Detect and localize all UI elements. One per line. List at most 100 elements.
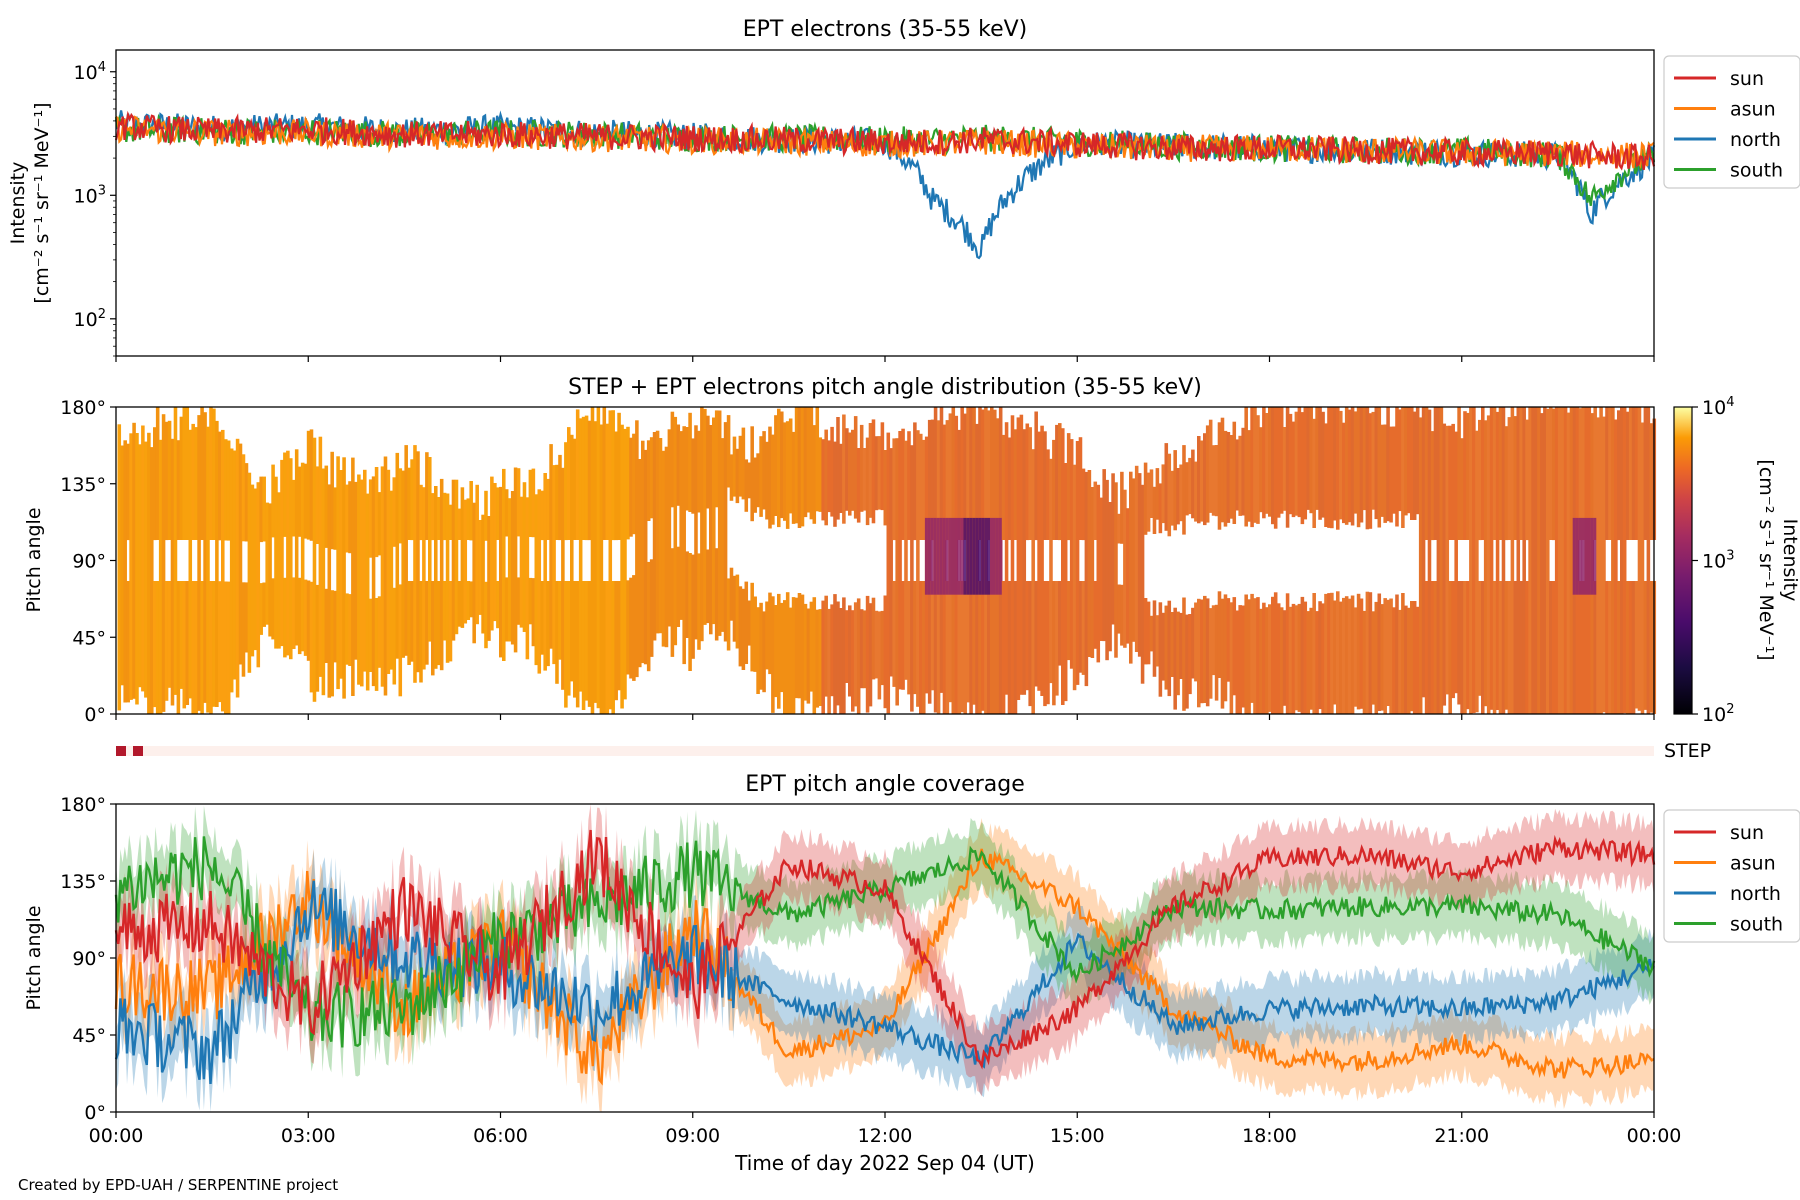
pad-cell (1043, 581, 1047, 707)
pad-cell (339, 470, 343, 679)
pad-cell (244, 582, 249, 653)
pad-cell (1543, 407, 1547, 714)
coverage-series-north (114, 880, 1655, 1084)
pad-cell (1557, 407, 1562, 714)
pad-cell (280, 459, 284, 647)
pad-cell (1498, 581, 1503, 714)
pad-cell (1460, 581, 1464, 714)
pad-cell (868, 423, 873, 518)
pad-cell (428, 457, 432, 642)
pad-cell (1412, 601, 1417, 714)
pad-cell (712, 417, 716, 625)
pad-cell (1208, 419, 1213, 513)
pad-cell (1463, 581, 1467, 714)
pad-cell (714, 548, 719, 641)
coverage-series-sun (114, 829, 1656, 1070)
pad-cell (1001, 434, 1006, 540)
pad-cell (1439, 407, 1444, 714)
legend-label-north: north (1730, 129, 1781, 151)
pad-cell (484, 490, 488, 541)
pad-dropout-cell (993, 517, 997, 595)
pad-cell (389, 490, 394, 670)
pad-cell (859, 424, 864, 512)
pad-cell (1445, 425, 1450, 695)
pad-cell (803, 407, 808, 518)
pad-cell (368, 479, 373, 558)
pad-cell (1200, 440, 1204, 522)
pad-cell (1040, 425, 1044, 696)
coverage-series-south (114, 836, 1656, 1048)
pad-dropout-cell (945, 517, 950, 595)
pad-cell (1271, 596, 1275, 714)
pad-cell (1404, 407, 1408, 516)
pad-cell (1052, 581, 1056, 706)
pad-cell (614, 581, 618, 701)
pad-cell (164, 581, 169, 701)
pad-dropout-cell (987, 517, 991, 595)
pad-cell (700, 407, 704, 642)
pad-cell (812, 597, 817, 714)
pad-cell (1007, 437, 1012, 540)
pad-cell (892, 438, 896, 541)
pad-cell (454, 479, 459, 635)
pad-cell (153, 581, 157, 708)
pad-cell (602, 407, 607, 540)
pad-cell (676, 424, 681, 506)
pad-cell (431, 581, 435, 676)
pad-cell (1223, 594, 1228, 702)
pad-cell (578, 418, 583, 692)
pad-cell (608, 410, 613, 710)
pad-cell (1347, 409, 1352, 523)
pad-cell (1466, 581, 1470, 710)
pad-cell (842, 597, 846, 714)
pad-cell (1152, 486, 1157, 534)
pad-cell (259, 476, 263, 543)
pad-cell (1427, 409, 1432, 714)
pad-cell (1220, 598, 1225, 709)
pad-cell (919, 433, 923, 540)
pad-cell (738, 586, 743, 667)
legend-label-north: north (1730, 883, 1781, 905)
pad-cell (1146, 472, 1151, 532)
pad-cell (1424, 407, 1429, 540)
pad-cell (1294, 605, 1299, 711)
pad-cell (848, 605, 852, 697)
pad-cell (874, 610, 879, 679)
intensity-legend: sun asun north south (1663, 55, 1800, 189)
pad-dropout-cell (948, 517, 953, 595)
pad-cell (1356, 407, 1361, 528)
pad-cell (549, 444, 553, 649)
pad-cell (836, 601, 840, 706)
pad-cell (191, 423, 195, 540)
pad-cell (842, 414, 846, 524)
pad-cell (945, 581, 950, 714)
pad-cell (1197, 598, 1201, 708)
pad-cell (1596, 417, 1600, 714)
pad-cell (747, 600, 752, 646)
pad-cell (697, 553, 701, 650)
pad-cell (1507, 417, 1512, 540)
pad-cell (1043, 431, 1047, 540)
pad-cell (1235, 610, 1240, 714)
pad-cell (883, 595, 888, 709)
pad-cell (898, 431, 902, 690)
pad-cell (357, 474, 361, 685)
colorbar-tick-label: 103 (1702, 549, 1734, 573)
pad-cell (1173, 450, 1177, 531)
pad-cell (688, 553, 692, 671)
pad-cell (126, 581, 130, 703)
pad-cell (410, 459, 414, 541)
pad-cell (209, 407, 213, 540)
pad-dropout-cell (960, 517, 964, 595)
pad-cell (638, 459, 642, 668)
pad-cell (853, 602, 858, 707)
pad-cell (759, 436, 763, 517)
pad-cell (599, 424, 604, 714)
pad-cell (303, 463, 308, 539)
pad-cell (1120, 584, 1124, 646)
pad-cell (1276, 407, 1281, 518)
pad-cell (333, 590, 337, 663)
pad-cell (232, 450, 237, 680)
pad-cell (1628, 581, 1633, 714)
pad-cell (407, 581, 411, 665)
